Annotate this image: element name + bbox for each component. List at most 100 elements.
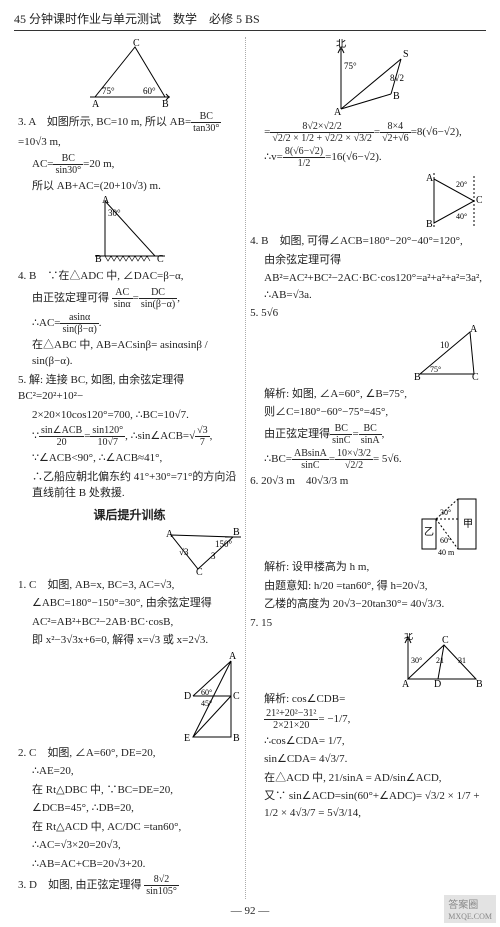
svg-text:A: A	[402, 679, 410, 689]
b6-l1: 解析: 设甲楼高为 h m,	[250, 559, 482, 576]
fig-angle-30: 30° A B C	[18, 196, 241, 266]
svg-text:60°: 60°	[201, 688, 212, 697]
svg-text:甲: 甲	[463, 519, 473, 530]
c2-l4: ∠DCB=45°, ∴DB=20,	[18, 800, 241, 817]
c1-l2: ∠ABC=180°−150°=30°, 由余弦定理得	[18, 595, 241, 612]
b6-lead: 6. 20√3 m 40√3/3 m	[250, 473, 482, 490]
problem-5-l2: 2×20×10cos120°=700, ∴BC=10√7.	[18, 407, 241, 424]
fig-b5: A B C 75° 10	[412, 324, 482, 384]
svg-text:3: 3	[211, 551, 216, 561]
svg-text:C: C	[133, 39, 140, 49]
svg-text:乙: 乙	[424, 526, 434, 538]
svg-text:30°: 30°	[411, 656, 422, 665]
svg-text:21: 21	[436, 656, 444, 665]
svg-text:20°: 20°	[456, 180, 467, 189]
svg-text:A: A	[102, 196, 110, 206]
b6-l3: 乙楼的高度为 20√3−20tan30°= 40√3/3.	[250, 596, 482, 613]
b7-l5: 又∵ sin∠ACD=sin(60°+∠ADC)= √3/2 × 1/7 + 1…	[250, 788, 482, 821]
r-eq1: =8√2×√2/2√2/2 × 1/2 + √2/2 × √3/2=8×4√2+…	[250, 121, 482, 144]
c2-l7: ∴AB=AC+CB=20√3+20.	[18, 856, 241, 873]
problem-3: 3. A 如图所示, BC=10 m, 所以 AB=BCtan30°=10√3 …	[18, 111, 241, 151]
svg-text:10: 10	[440, 340, 450, 350]
svg-text:A: A	[334, 107, 342, 118]
page-footer: — 92 —	[14, 905, 486, 917]
problem-3-line2: AC=BCsin30°=20 m,	[18, 153, 241, 176]
fig-c2: A B C D E 60° 45°	[181, 651, 241, 743]
b7-l3: sin∠CDA= 4√3/7.	[250, 751, 482, 768]
svg-text:北: 北	[336, 39, 346, 50]
svg-text:A: A	[229, 651, 237, 662]
svg-text:B: B	[414, 372, 421, 383]
problem-4-l3: ∴AC=asinαsin(β−α).	[18, 312, 241, 335]
watermark: 答案圈MXQE.COM	[444, 895, 496, 923]
c2-l2: ∴AE=20,	[18, 763, 241, 780]
b5-l1: 解析: 如图, ∠A=60°, ∠B=75°,	[250, 386, 482, 403]
svg-text:B: B	[426, 219, 433, 230]
b5-lead: 5. 5√6	[250, 305, 482, 322]
right-column: 北 A B S 75° 8√2 =8√2×√2/2√2/2 × 1/2 + √2…	[246, 37, 486, 899]
b7-lead: 7. 15	[250, 615, 482, 632]
c1-l3: AC²=AB²+BC²−2AB·BC·cosB,	[18, 614, 241, 631]
b5-l3: 由正弦定理得BCsinC=BCsinA,	[250, 423, 482, 446]
svg-text:45°: 45°	[201, 699, 212, 708]
b5-l2: 则∠C=180°−60°−75°=45°,	[250, 404, 482, 421]
svg-text:C: C	[196, 567, 203, 575]
svg-text:C: C	[472, 372, 479, 383]
c2-l3: 在 Rt△DBC 中, ∵BC=DE=20,	[18, 782, 241, 799]
svg-text:150°: 150°	[215, 539, 233, 549]
b6-l2: 由题意知: h/20 =tan60°, 得 h=20√3,	[250, 578, 482, 595]
svg-text:31: 31	[458, 656, 466, 665]
svg-text:S: S	[403, 49, 409, 60]
fig-b7: 北 A B C D 30° 21 31	[396, 633, 482, 689]
b4-l2: 由余弦定理可得	[250, 252, 482, 269]
r-eq2: ∴v=8(√6−√2)1/2=16(√6−√2).	[250, 146, 482, 169]
svg-text:60°: 60°	[143, 86, 156, 96]
svg-text:B: B	[162, 99, 169, 109]
b5-l4: ∴BC=ABsinAsinC=10×√3/2√2/2= 5√6.	[250, 448, 482, 471]
svg-text:40°: 40°	[456, 212, 467, 221]
svg-text:D: D	[434, 679, 441, 689]
svg-text:40 m: 40 m	[438, 548, 455, 557]
problem-5-l1: 5. 解: 连接 BC, 如图, 由余弦定理得 BC²=20²+10²−	[18, 372, 241, 405]
svg-text:B: B	[233, 733, 240, 743]
svg-text:60°: 60°	[440, 536, 451, 545]
svg-text:√3: √3	[179, 547, 189, 557]
left-column: A B C 75° 60° 3. A 如图所示, BC=10 m, 所以 AB=…	[14, 37, 246, 899]
svg-text:A: A	[166, 529, 174, 540]
b7-l1: 解析: cos∠CDB= 21²+20²−31²2×21×20= −1/7,	[250, 691, 482, 731]
problem-5-l5: ∴乙船应朝北偏东约 41°+30°=71°的方向沿直线前往 B 处救援.	[18, 469, 241, 502]
problem-5-l4: ∵∠ACB<90°, ∴∠ACB≈41°,	[18, 450, 241, 467]
fig-b6: 甲 乙 30° 60° 40 m	[416, 491, 482, 557]
svg-text:30°: 30°	[440, 508, 451, 517]
svg-text:E: E	[184, 733, 190, 743]
svg-text:B: B	[476, 679, 482, 689]
svg-text:A: A	[92, 99, 100, 109]
fig-north: 北 A B S 75° 8√2	[250, 39, 482, 119]
svg-text:D: D	[184, 691, 191, 702]
fig-b4: A B C 20° 40°	[426, 171, 482, 231]
svg-text:A: A	[426, 173, 434, 184]
svg-text:8√2: 8√2	[390, 73, 404, 83]
b7-l4: 在△ACD 中, 21/sinA = AD/sin∠ACD,	[250, 770, 482, 787]
svg-text:北: 北	[404, 633, 413, 641]
svg-text:75°: 75°	[102, 86, 115, 96]
fig-triangle-1: A B C 75° 60°	[18, 39, 241, 109]
problem-3-line3: 所以 AB+AC=(20+10√3) m.	[18, 178, 241, 195]
c2-l6: ∴AC=√3×20=20√3,	[18, 837, 241, 854]
section-heading: 课后提升训练	[18, 506, 241, 523]
b7-l2: ∴cos∠CDA= 1/7,	[250, 733, 482, 750]
problem-4-l2: 由正弦定理可得 ACsinα=DCsin(β−α),	[18, 287, 241, 310]
svg-text:75°: 75°	[344, 61, 357, 71]
problem-5-l3: ∵sin∠ACB20=sin120°10√7, ∴sin∠ACB=√√37,	[18, 425, 241, 448]
problem-4-l4: 在△ABC 中, AB=ACsinβ= asinαsinβ / sin(β−α)…	[18, 337, 241, 370]
svg-text:C: C	[442, 635, 449, 646]
page-header: 45 分钟课时作业与单元测试 数学 必修 5 BS	[14, 10, 486, 31]
svg-text:B: B	[95, 254, 102, 265]
svg-text:C: C	[233, 691, 240, 702]
svg-text:B: B	[233, 527, 240, 538]
svg-text:C: C	[157, 254, 164, 265]
b4-l3: AB²=AC²+BC²−2AC·BC·cos120°=a²+a²+a²=3a²,…	[250, 270, 482, 303]
c2-l5: 在 Rt△ACD 中, AC/DC =tan60°,	[18, 819, 241, 836]
b4-l1: 4. B 如图, 可得∠ACB=180°−20°−40°=120°,	[250, 233, 482, 250]
c2-l1: 2. C 如图, ∠A=60°, DE=20,	[18, 745, 241, 762]
